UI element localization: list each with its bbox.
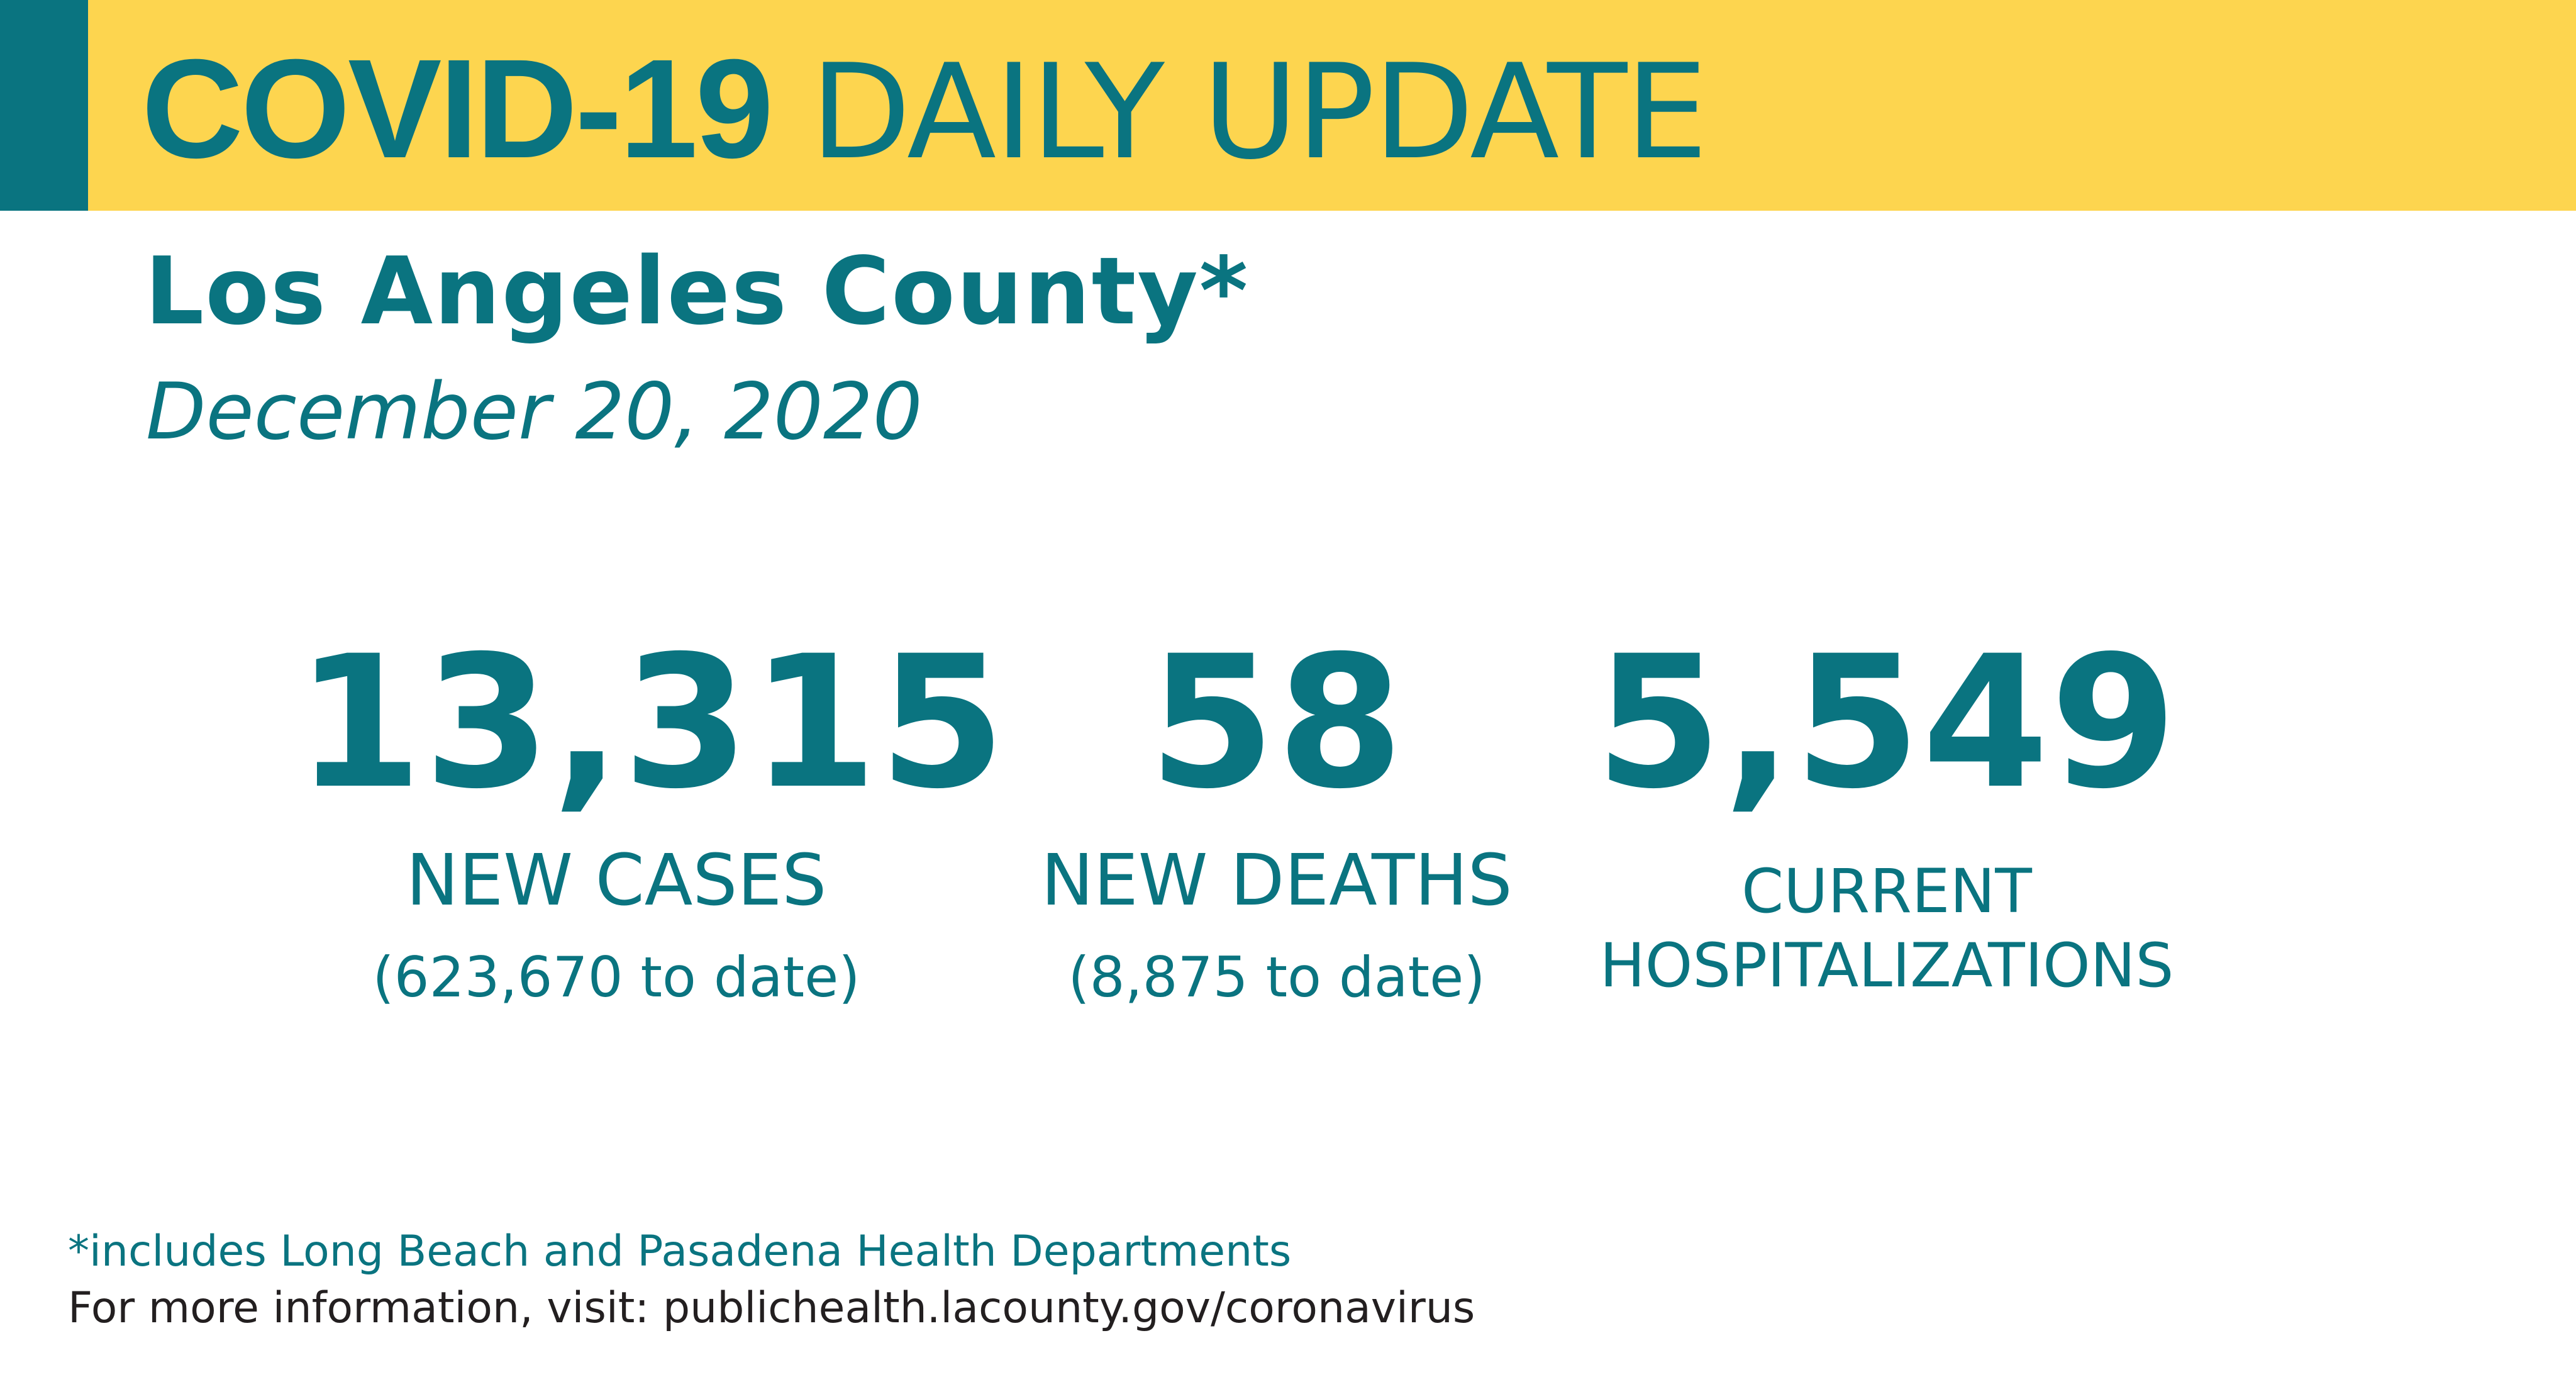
hospitalizations-number: 5,549 (1595, 617, 2179, 829)
new-deaths-label: NEW DEATHS (1041, 840, 1513, 922)
hospitalizations-label-line1: CURRENT (1741, 856, 2032, 927)
banner-title-regular: DAILY UPDATE (810, 36, 1707, 189)
banner-title-bold: COVID-19 (142, 30, 774, 187)
stat-current-hospitalizations: 5,549 CURRENT HOSPITALIZATIONS (1579, 629, 2195, 1003)
update-date: December 20, 2020 (146, 367, 923, 457)
banner-accent-bar (0, 0, 88, 211)
new-deaths-number: 58 (1148, 617, 1405, 829)
banner-title: COVID-19 DAILY UPDATE (142, 38, 1708, 179)
cases-to-date: (623,670 to date) (372, 945, 860, 1010)
deaths-to-date: (8,875 to date) (1068, 945, 1485, 1010)
location-heading: Los Angeles County* (145, 237, 1250, 345)
stat-new-cases: 13,315 NEW CASES (623,670 to date) (296, 617, 1008, 1010)
stat-new-deaths: 58 NEW DEATHS (8,875 to date) (981, 629, 1572, 1010)
new-cases-label: NEW CASES (406, 840, 827, 922)
footnote: *includes Long Beach and Pasadena Health… (68, 1227, 1292, 1276)
title-banner (0, 0, 2576, 211)
new-cases-number: 13,315 (296, 617, 1008, 829)
hospitalizations-label-line2: HOSPITALIZATIONS (1599, 930, 2174, 1001)
more-info-line: For more information, visit: publichealt… (68, 1283, 1475, 1333)
